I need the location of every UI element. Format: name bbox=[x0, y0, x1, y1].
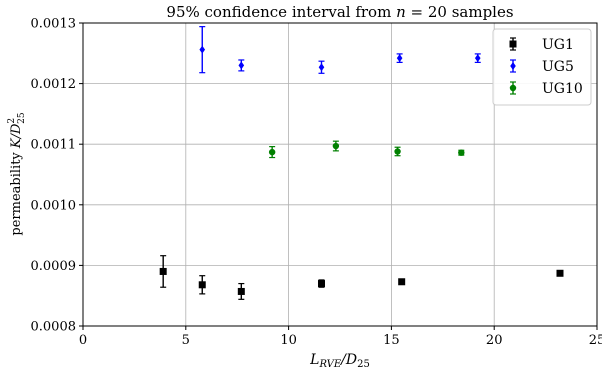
y-tick-label: 0.0009 bbox=[31, 259, 77, 274]
y-tick-label: 0.0012 bbox=[31, 77, 77, 92]
x-axis-label-sub2: 25 bbox=[357, 359, 370, 370]
x-tick-label: 20 bbox=[486, 333, 503, 348]
legend-box bbox=[492, 28, 592, 106]
data-point bbox=[332, 142, 340, 150]
y-tick-label: 0.0008 bbox=[31, 320, 77, 335]
y-axis-ticks: 0.0008 0.0009 0.0010 0.0011 0.0012 0.0013 bbox=[31, 17, 83, 335]
x-tick-label: 25 bbox=[589, 333, 602, 348]
data-point bbox=[199, 45, 206, 54]
x-axis-label-slash: /D bbox=[339, 352, 357, 368]
data-point bbox=[318, 63, 325, 72]
legend-item-ug1: UG1 bbox=[509, 37, 574, 53]
data-point bbox=[394, 148, 401, 155]
legend-label: UG5 bbox=[542, 59, 574, 75]
data-point bbox=[556, 269, 564, 277]
x-axis-label: LRVE/D25 bbox=[309, 352, 370, 370]
legend-marker bbox=[509, 84, 517, 92]
legend-marker bbox=[510, 62, 516, 70]
x-tick-label: 10 bbox=[280, 333, 297, 348]
y-axis-label-variable: K/D bbox=[9, 123, 24, 149]
y-tick-label: 0.0013 bbox=[31, 17, 77, 32]
data-point bbox=[398, 278, 406, 286]
x-axis-ticks: 0 5 10 15 20 25 bbox=[79, 326, 602, 348]
data-point bbox=[198, 281, 206, 289]
chart-title-suffix: = 20 samples bbox=[406, 3, 514, 21]
data-point bbox=[474, 54, 481, 63]
plot-frame bbox=[82, 22, 598, 327]
y-axis-label: permeability K/D225 bbox=[7, 112, 27, 235]
y-axis-label-sup: 2 bbox=[7, 118, 17, 124]
x-tick-label: 0 bbox=[79, 333, 87, 348]
data-marks bbox=[159, 26, 564, 300]
legend-item-ug5: UG5 bbox=[510, 59, 574, 75]
data-point bbox=[458, 149, 465, 156]
chart-title: 95% confidence interval from n = 20 samp… bbox=[166, 3, 513, 21]
legend-marker bbox=[509, 40, 517, 48]
data-point bbox=[238, 61, 245, 70]
data-point bbox=[396, 54, 403, 63]
x-tick-label: 5 bbox=[182, 333, 190, 348]
chart-title-prefix: 95% confidence interval from bbox=[166, 3, 396, 21]
y-axis-label-main: permeability bbox=[9, 148, 24, 236]
chart-title-variable: n bbox=[396, 3, 406, 21]
y-tick-label: 0.0011 bbox=[31, 138, 77, 153]
data-point bbox=[317, 280, 325, 288]
data-point bbox=[159, 267, 167, 275]
x-axis-label-sub1: RVE bbox=[318, 359, 341, 370]
series-ug10 bbox=[268, 140, 465, 159]
legend-label: UG1 bbox=[542, 37, 574, 53]
y-tick-label: 0.0010 bbox=[31, 198, 77, 213]
data-point bbox=[268, 148, 276, 156]
series-ug1 bbox=[159, 255, 564, 300]
y-axis-label-sub: 25 bbox=[17, 112, 27, 124]
series-ug5 bbox=[199, 26, 481, 74]
data-point bbox=[237, 287, 245, 295]
legend-label: UG10 bbox=[542, 81, 583, 97]
legend-item-ug10: UG10 bbox=[509, 81, 583, 97]
legend: UG1 UG5 UG10 bbox=[492, 28, 592, 106]
x-tick-label: 15 bbox=[383, 333, 400, 348]
x-axis-label-main: L bbox=[309, 352, 319, 368]
